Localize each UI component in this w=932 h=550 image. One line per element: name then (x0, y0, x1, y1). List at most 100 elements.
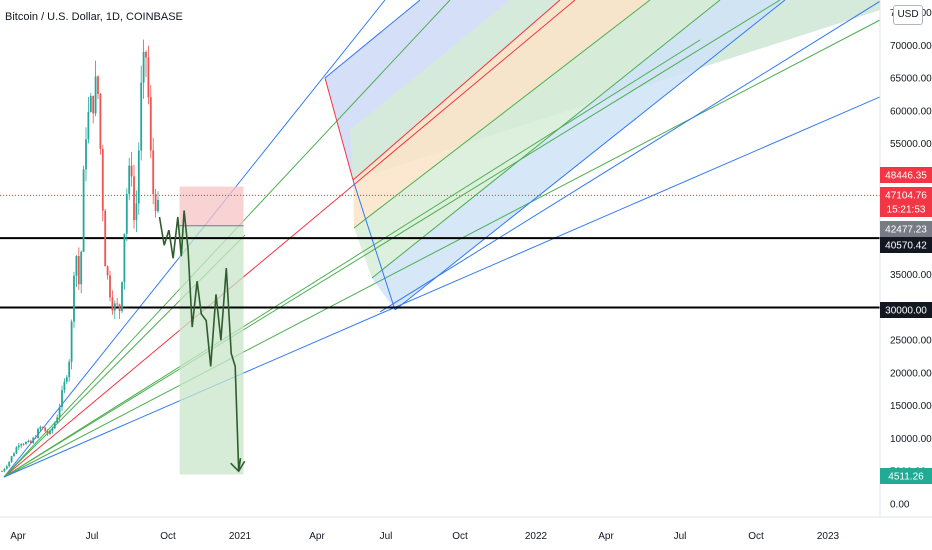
candle-body (128, 165, 131, 194)
y-tick-label: 35000.00 (890, 270, 932, 281)
price-label: 40570.42 (880, 237, 932, 253)
price-candle (77, 247, 80, 291)
candle-body (8, 461, 11, 467)
candle-body (92, 95, 95, 114)
y-tick-label: 25000.00 (890, 336, 932, 347)
x-tick-label: 2021 (229, 531, 252, 542)
price-candle (133, 164, 135, 229)
price-candle (89, 92, 92, 113)
pitchfork-line (352, 0, 561, 181)
price-candle (1, 470, 3, 473)
candle-body (17, 445, 20, 448)
candle-body (56, 417, 59, 423)
price-candle (82, 165, 85, 253)
candle-body (20, 444, 23, 446)
price-candle (63, 378, 66, 394)
x-tick-label: Oct (748, 531, 764, 542)
price-label-bg (880, 302, 932, 318)
price-label-text: 40570.42 (885, 241, 927, 252)
price-label-text: 30000.00 (885, 306, 927, 317)
candle-body (135, 203, 138, 221)
pitchfork-line (353, 0, 651, 229)
candle-body (39, 426, 42, 430)
x-tick-label: Apr (10, 531, 26, 542)
candle-body (1, 471, 3, 473)
price-candle (17, 442, 20, 451)
candle-body (142, 52, 145, 83)
price-candle (22, 443, 25, 446)
fan-band (354, 0, 720, 278)
price-candle (13, 451, 15, 457)
price-candle (85, 127, 87, 182)
candle-body (10, 456, 13, 462)
price-candle (111, 290, 114, 315)
candle-body (106, 266, 109, 276)
price-candle (58, 403, 61, 422)
candle-body (104, 210, 107, 267)
x-tick-label: 2023 (817, 531, 840, 542)
candle-body (58, 407, 61, 418)
candle-body (77, 256, 80, 285)
price-candle (3, 468, 6, 473)
candle-body (133, 176, 135, 221)
price-candle (130, 151, 133, 187)
price-candle (104, 208, 107, 267)
candle-body (68, 361, 71, 378)
price-candle (29, 439, 32, 444)
price-candle (94, 60, 97, 117)
candle-body (13, 453, 15, 457)
y-tick-label: 0.00 (890, 500, 910, 511)
x-tick-label: 2022 (525, 531, 548, 542)
price-candle (135, 190, 138, 233)
pitchfork-line (371, 0, 721, 279)
candle-body (44, 427, 47, 432)
price-candle (154, 188, 157, 218)
candle-body (140, 82, 143, 151)
price-candle (5, 464, 8, 470)
candle-body (125, 193, 128, 234)
price-label: 47104.76 (880, 187, 932, 203)
candle-body (51, 428, 54, 431)
price-candle (118, 303, 121, 319)
price-label: 15:21:53 (880, 201, 932, 217)
candle-body (37, 429, 39, 439)
x-tick-label: Jul (674, 531, 687, 542)
price-label-text: 4511.26 (888, 472, 924, 483)
x-tick-label: Oct (160, 531, 176, 542)
candle-body (157, 199, 159, 212)
price-candle (73, 271, 75, 328)
currency-button[interactable]: USD (893, 5, 923, 25)
price-candle (99, 92, 102, 155)
candle-body (94, 76, 97, 114)
price-candle (53, 421, 56, 430)
price-label-text: 42477.23 (885, 225, 927, 236)
fan-ray (3, 39, 701, 478)
price-label-bg (880, 187, 932, 203)
price-candle (113, 300, 116, 319)
price-candle (145, 50, 147, 78)
price-candle (142, 39, 145, 99)
candle-body (137, 150, 140, 204)
price-candle (125, 188, 128, 242)
price-candle (20, 442, 23, 449)
price-label: 30000.00 (880, 302, 932, 318)
price-candle (106, 265, 109, 280)
candle-body (145, 52, 147, 58)
y-tick-label: 15000.00 (890, 401, 932, 412)
candle-body (41, 426, 44, 428)
price-candle (147, 45, 150, 105)
candle-body (32, 437, 35, 443)
price-label-text: 47104.76 (885, 191, 927, 202)
pitchfork-line (324, 0, 421, 79)
price-label-bg (880, 468, 932, 484)
candle-body (5, 466, 8, 469)
trend-line-upper (3, 96, 880, 478)
price-candle (65, 375, 68, 384)
price-candle (51, 426, 54, 434)
price-label-text: 15:21:53 (887, 205, 926, 216)
candle-body (29, 440, 32, 443)
candle-body (75, 256, 78, 276)
candle-body (63, 381, 66, 391)
candle-body (149, 97, 152, 151)
